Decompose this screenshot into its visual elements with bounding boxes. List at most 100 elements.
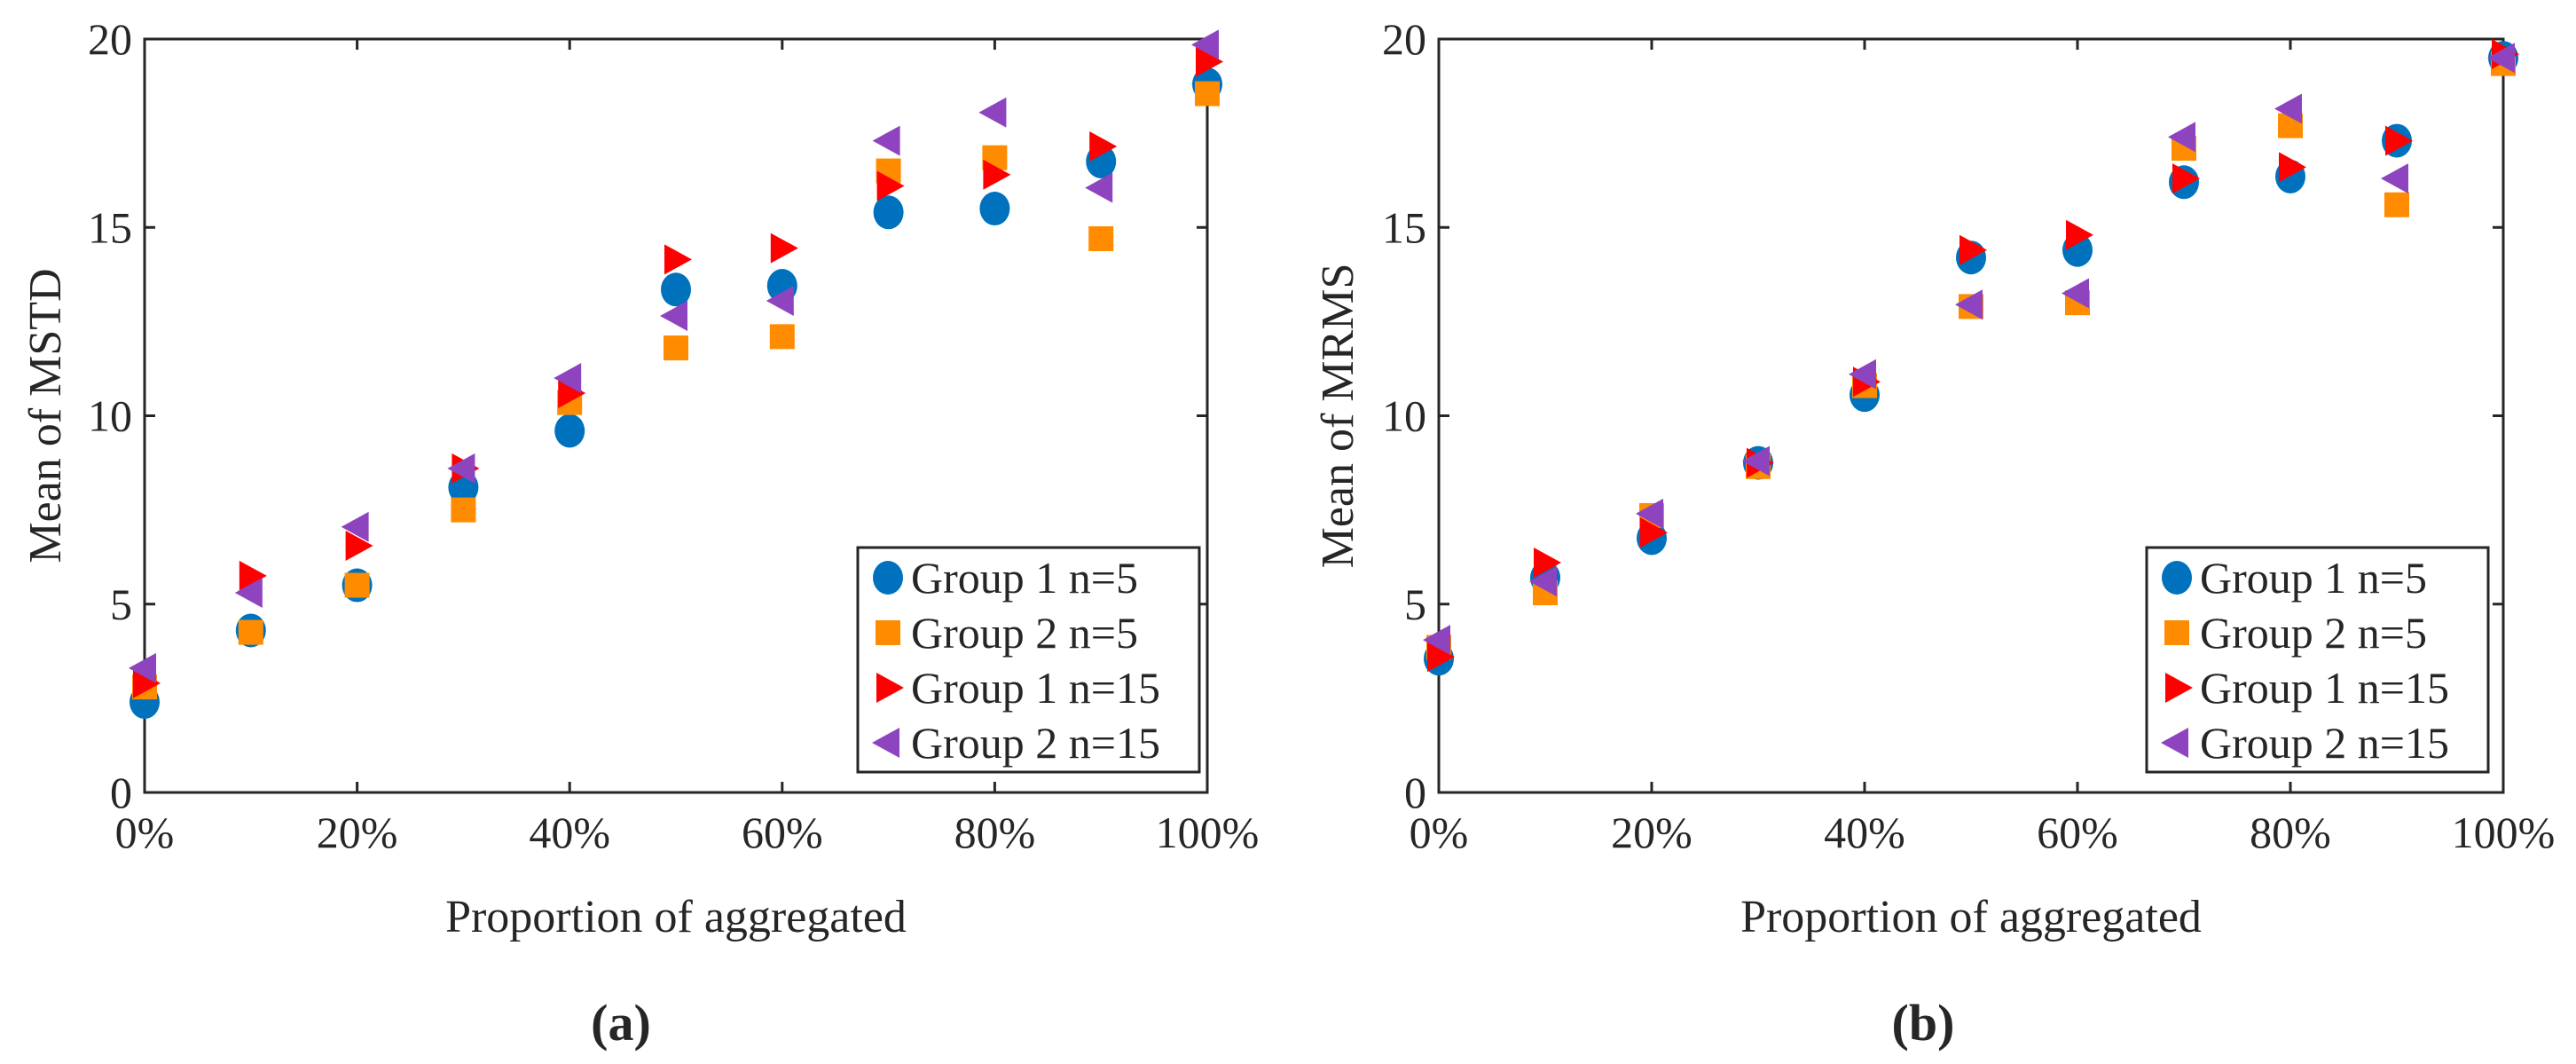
x-tick-label: 20% bbox=[317, 808, 398, 857]
legend-label: Group 2 n=15 bbox=[911, 718, 1160, 768]
data-point bbox=[447, 453, 475, 484]
data-point bbox=[1196, 46, 1223, 77]
data-point bbox=[872, 125, 900, 156]
x-tick-label: 60% bbox=[2037, 808, 2118, 857]
x-tick-label: 40% bbox=[529, 808, 610, 857]
data-point bbox=[2279, 152, 2306, 183]
panel-label-a: (a) bbox=[591, 994, 651, 1052]
legend-marker bbox=[2164, 620, 2189, 645]
data-point bbox=[664, 335, 688, 361]
data-point bbox=[766, 286, 794, 317]
legend-marker bbox=[876, 673, 904, 703]
legend-label: Group 2 n=15 bbox=[2200, 718, 2449, 768]
series-group-2-n-15 bbox=[129, 29, 1219, 683]
y-tick-label: 15 bbox=[88, 202, 132, 252]
data-point bbox=[1191, 29, 1219, 60]
data-point bbox=[1534, 548, 1561, 579]
y-tick-label: 20 bbox=[1382, 14, 1426, 64]
legend-label: Group 2 n=5 bbox=[2200, 608, 2427, 658]
chart-panel-a: 0% 20% 40% 60% 80% 100% 0 5 10 15 20 Proportion of … bbox=[20, 14, 1259, 942]
data-point bbox=[554, 363, 582, 394]
data-point bbox=[2385, 125, 2413, 156]
data-point bbox=[2274, 93, 2302, 124]
series-group-2-n-15 bbox=[1423, 43, 2515, 656]
data-point bbox=[876, 170, 905, 201]
data-point bbox=[2168, 122, 2195, 153]
legend-label: Group 2 n=5 bbox=[911, 608, 1138, 658]
y-tick-label: 15 bbox=[1382, 202, 1426, 252]
data-point bbox=[1088, 225, 1114, 251]
data-point bbox=[770, 233, 798, 264]
data-point bbox=[1959, 234, 1987, 265]
data-point bbox=[661, 272, 691, 307]
data-point bbox=[979, 192, 1010, 226]
data-point bbox=[1640, 517, 1668, 548]
data-point bbox=[2062, 278, 2089, 309]
data-point bbox=[344, 572, 370, 598]
data-point bbox=[873, 195, 904, 230]
data-point bbox=[554, 414, 585, 448]
panel-label-b: (b) bbox=[1892, 994, 1955, 1052]
x-tick-label: 40% bbox=[1824, 808, 1905, 857]
series-group-1-n-15 bbox=[133, 46, 1223, 698]
data-point bbox=[558, 378, 586, 409]
data-point bbox=[234, 578, 263, 609]
x-axis-label: Proportion of aggregated bbox=[445, 892, 907, 942]
chart-panel-b: 0% 20% 40% 60% 80% 100% 0 5 10 15 20 Proportion of … bbox=[1313, 14, 2555, 942]
x-tick-label: 20% bbox=[1611, 808, 1692, 857]
y-tick-label: 5 bbox=[1404, 579, 1426, 629]
data-point bbox=[1742, 445, 1770, 477]
data-point bbox=[451, 497, 476, 523]
data-point bbox=[1427, 642, 1455, 673]
legend-marker bbox=[2162, 561, 2192, 595]
legend-marker bbox=[2161, 728, 2188, 758]
data-point bbox=[2487, 43, 2515, 74]
y-axis-label: Mean of MSTD bbox=[20, 268, 71, 563]
x-tick-label: 60% bbox=[742, 808, 823, 857]
data-point bbox=[1195, 81, 1220, 106]
series-group-1-n-15 bbox=[1427, 38, 2519, 673]
legend-marker bbox=[2165, 673, 2193, 703]
data-point bbox=[769, 324, 795, 350]
data-point bbox=[133, 667, 161, 698]
x-tick-label: 0% bbox=[115, 808, 175, 857]
data-point bbox=[2381, 163, 2408, 194]
legend-marker bbox=[872, 728, 899, 758]
legend-marker bbox=[873, 561, 903, 595]
y-tick-label: 5 bbox=[110, 579, 132, 629]
data-point bbox=[1955, 289, 1983, 320]
y-axis-label: Mean of MRMS bbox=[1313, 264, 1363, 569]
data-point bbox=[341, 511, 369, 542]
data-point bbox=[239, 560, 267, 591]
legend-marker bbox=[876, 620, 900, 645]
legend-label: Group 1 n=5 bbox=[911, 553, 1138, 603]
data-point bbox=[345, 530, 373, 561]
data-point bbox=[1089, 130, 1118, 162]
legend-box bbox=[2145, 546, 2490, 774]
y-tick-label: 20 bbox=[88, 14, 132, 64]
legend-label: Group 1 n=15 bbox=[911, 663, 1160, 713]
data-point bbox=[660, 301, 687, 332]
data-point bbox=[238, 619, 263, 645]
data-point bbox=[1423, 625, 1450, 656]
y-tick-label: 0 bbox=[1404, 768, 1426, 817]
legend-label: Group 1 n=5 bbox=[2200, 553, 2427, 603]
y-tick-label: 10 bbox=[88, 391, 132, 441]
data-point bbox=[1085, 172, 1113, 203]
x-axis-label: Proportion of aggregated bbox=[1740, 892, 2202, 942]
data-point bbox=[129, 652, 156, 683]
x-tick-label: 100% bbox=[2452, 808, 2556, 857]
data-point bbox=[2172, 163, 2200, 194]
data-point bbox=[664, 244, 692, 275]
data-point bbox=[983, 159, 1011, 190]
x-tick-label: 80% bbox=[954, 808, 1036, 857]
x-tick-label: 100% bbox=[1156, 808, 1260, 857]
data-point bbox=[2384, 192, 2409, 217]
data-point bbox=[978, 97, 1007, 128]
data-point bbox=[1529, 566, 1557, 597]
data-point bbox=[2066, 219, 2093, 250]
data-point bbox=[1849, 359, 1876, 390]
